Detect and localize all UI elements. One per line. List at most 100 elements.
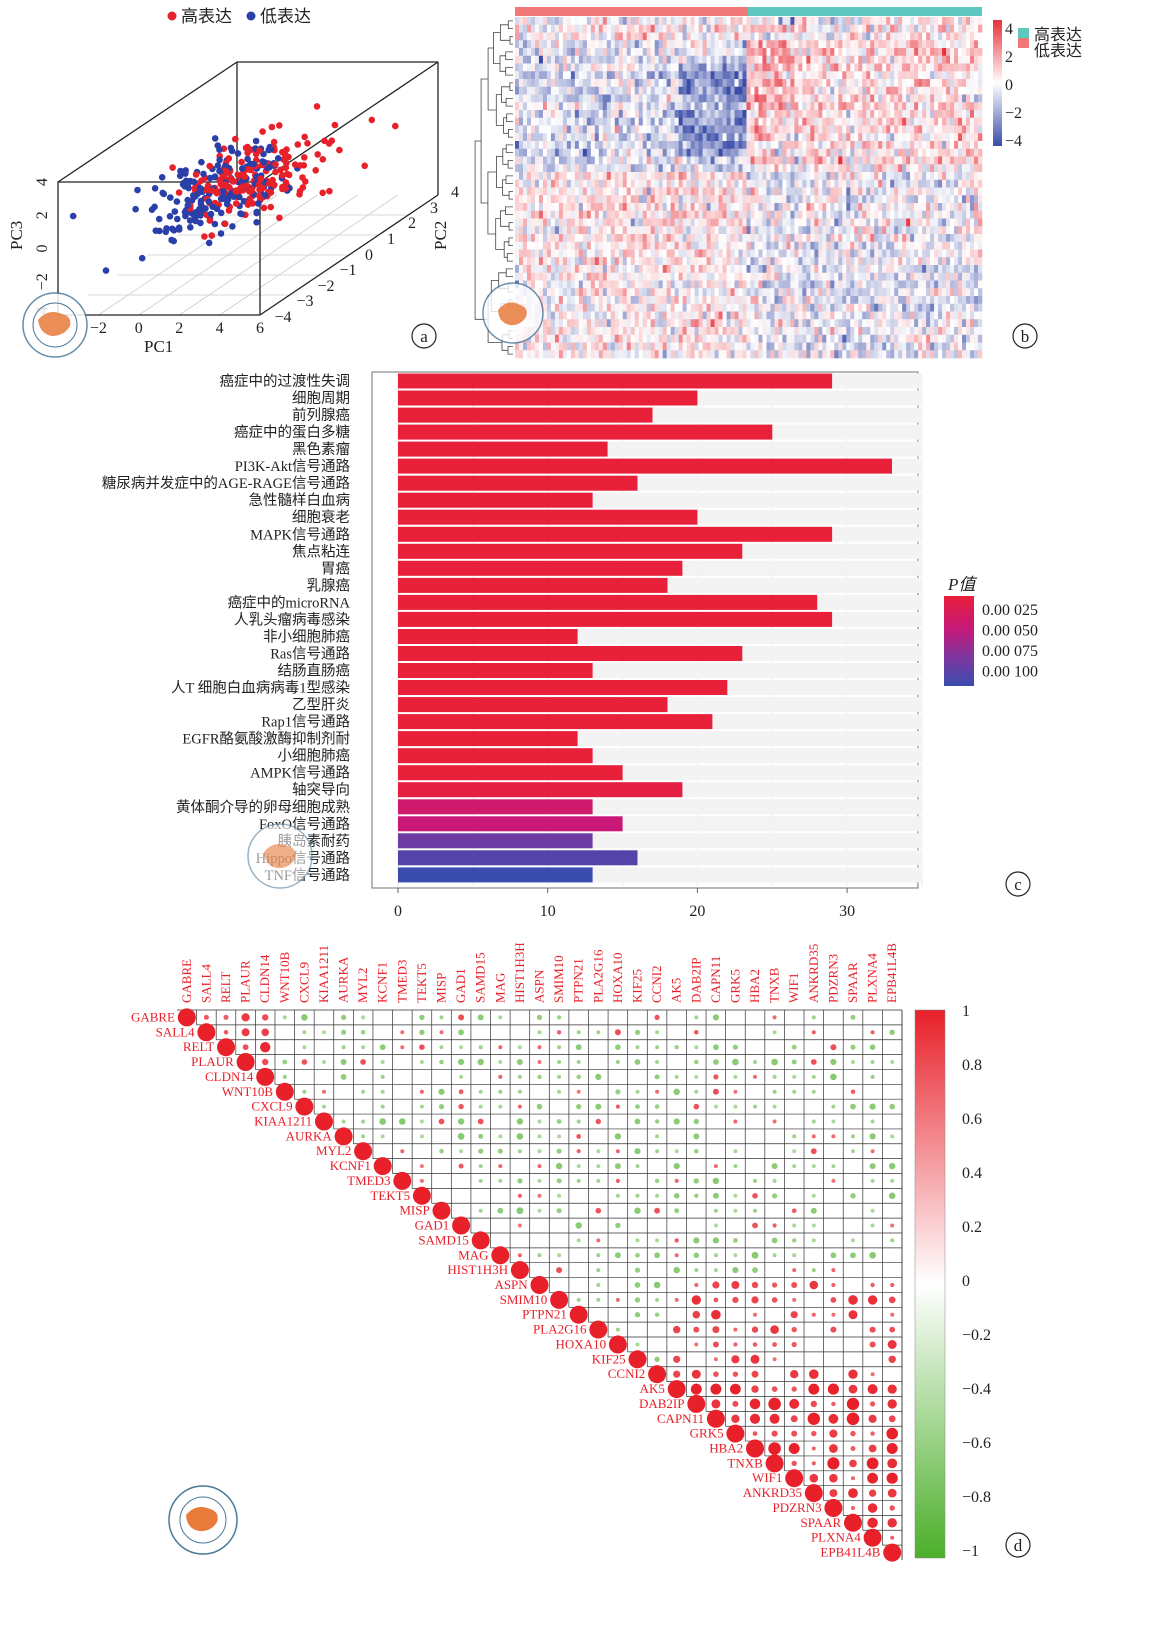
heatmap-cell <box>890 94 895 103</box>
heatmap-cell <box>766 265 771 274</box>
heatmap-cell <box>686 187 691 196</box>
heatmap-cell <box>710 187 715 196</box>
heatmap-cell <box>515 40 520 49</box>
heatmap-cell <box>518 32 524 41</box>
heatmap-cell <box>894 141 899 150</box>
heatmap-cell <box>782 265 787 274</box>
heatmap-cell <box>818 24 823 33</box>
heatmap-cell <box>610 311 616 320</box>
heatmap-cell <box>838 172 843 181</box>
heatmap-cell <box>850 303 855 312</box>
heatmap-cell <box>598 125 604 134</box>
heatmap-cell <box>926 55 931 64</box>
heatmap-cell <box>614 296 620 305</box>
heatmap-cell <box>862 156 867 165</box>
heatmap-cell <box>918 24 923 33</box>
heatmap-cell <box>954 226 959 235</box>
heatmap-cell <box>730 86 735 95</box>
heatmap-cell <box>854 218 859 227</box>
heatmap-cell <box>806 296 811 305</box>
heatmap-cell <box>758 125 763 134</box>
heatmap-cell <box>678 79 683 88</box>
heatmap-cell <box>854 288 859 297</box>
heatmap-cell <box>754 164 759 173</box>
heatmap-cell <box>894 179 899 188</box>
heatmap-cell <box>678 40 683 49</box>
heatmap-cell <box>582 218 588 227</box>
heatmap-cell <box>586 172 592 181</box>
heatmap-cell <box>554 71 560 80</box>
heatmap-cell <box>962 195 967 204</box>
heatmap-cell <box>950 210 955 219</box>
heatmap-cell <box>826 32 831 41</box>
heatmap-cell <box>622 63 628 72</box>
heatmap-cell <box>934 164 939 173</box>
heatmap-cell <box>762 125 767 134</box>
heatmap-cell <box>730 241 735 250</box>
heatmap-cell <box>678 102 683 111</box>
heatmap-cell <box>838 86 843 95</box>
heatmap-cell <box>542 156 548 165</box>
heatmap-cell <box>846 164 851 173</box>
heatmap-cell <box>870 117 875 126</box>
heatmap-cell <box>630 257 636 266</box>
heatmap-cell <box>758 71 763 80</box>
heatmap-cell <box>558 32 564 41</box>
heatmap-cell <box>730 265 735 274</box>
heatmap-cell <box>926 249 931 258</box>
heatmap-cell <box>810 195 815 204</box>
pc3-tick: 0 <box>34 245 51 253</box>
heatmap-cell <box>782 164 787 173</box>
heatmap-cell <box>778 17 783 26</box>
heatmap-cell <box>942 164 947 173</box>
heatmap-cell <box>698 172 703 181</box>
heatmap-cell <box>966 272 971 281</box>
heatmap-cell <box>694 94 699 103</box>
heatmap-cell <box>558 296 564 305</box>
heatmap-cell <box>966 148 971 157</box>
heatmap-cell <box>742 125 747 134</box>
heatmap-cell <box>842 280 847 289</box>
heatmap-cell <box>898 63 903 72</box>
heatmap-cell <box>814 272 819 281</box>
heatmap-cell <box>930 102 935 111</box>
heatmap-cell <box>818 32 823 41</box>
heatmap-cell <box>650 63 655 72</box>
heatmap-cell <box>758 55 763 64</box>
heatmap-cell <box>794 102 799 111</box>
heatmap-cell <box>882 288 887 297</box>
heatmap-cell <box>770 234 775 243</box>
heatmap-cell <box>902 203 907 212</box>
point-low <box>182 167 189 174</box>
heatmap-cell <box>574 303 580 312</box>
heatmap-cell <box>834 195 839 204</box>
heatmap-cell <box>910 117 915 126</box>
heatmap-cell <box>902 32 907 41</box>
heatmap-cell <box>886 40 891 49</box>
heatmap-cell <box>794 164 799 173</box>
heatmap-cell <box>930 156 935 165</box>
heatmap-cell <box>950 32 955 41</box>
heatmap-cell <box>634 226 640 235</box>
point-high <box>257 175 265 182</box>
heatmap-cell <box>694 265 699 274</box>
heatmap-cell <box>818 257 823 266</box>
heatmap-cell <box>726 296 731 305</box>
heatmap-cell <box>606 71 612 80</box>
heatmap-cell <box>826 48 831 57</box>
heatmap-cell <box>798 187 803 196</box>
heatmap-cell <box>654 257 659 266</box>
heatmap-cell <box>570 195 576 204</box>
heatmap-cell <box>746 94 751 103</box>
heatmap-cell <box>802 195 807 204</box>
heatmap-cell <box>934 71 939 80</box>
heatmap-cell <box>806 110 811 119</box>
heatmap-cell <box>962 234 967 243</box>
heatmap-cell <box>618 125 624 134</box>
heatmap-cell <box>762 156 767 165</box>
heatmap-cell <box>978 296 983 305</box>
heatmap-cell <box>558 102 564 111</box>
heatmap-cell <box>530 172 536 181</box>
heatmap-cell <box>646 156 652 165</box>
heatmap-cell <box>902 86 907 95</box>
